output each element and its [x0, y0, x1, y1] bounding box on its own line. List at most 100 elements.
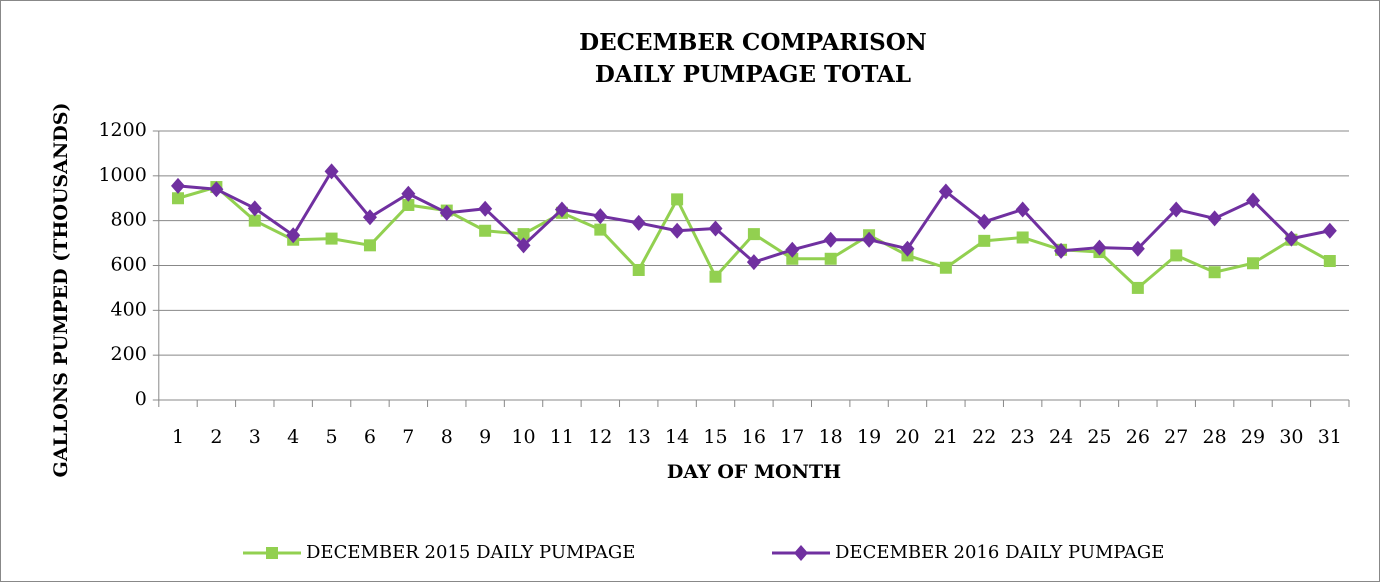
- marker: [938, 183, 953, 200]
- marker: [862, 231, 877, 248]
- x-tick-label: 21: [934, 426, 958, 448]
- marker: [517, 228, 530, 241]
- marker: [286, 227, 301, 244]
- marker: [247, 200, 262, 217]
- marker: [1130, 240, 1145, 257]
- chart-subtitle: DAILY PUMPAGE TOTAL: [595, 61, 911, 88]
- y-tick-label: 800: [111, 209, 147, 231]
- marker: [978, 234, 991, 247]
- x-tick-label: 7: [402, 426, 414, 448]
- marker: [1169, 201, 1184, 218]
- marker: [516, 237, 531, 254]
- x-tick-label: 16: [742, 426, 766, 448]
- marker: [824, 252, 837, 265]
- x-tick-label: 5: [326, 426, 338, 448]
- marker: [1207, 210, 1222, 227]
- x-tick-label: 18: [819, 426, 843, 448]
- x-tick-label: 12: [588, 426, 612, 448]
- y-tick-label: 1000: [98, 164, 146, 186]
- x-tick-label: 4: [287, 426, 299, 448]
- x-tick-label: 28: [1203, 426, 1227, 448]
- legend-marker: [794, 545, 808, 561]
- x-tick-label: 30: [1279, 426, 1303, 448]
- legend-label: DECEMBER 2016 DAILY PUMPAGE: [835, 542, 1164, 563]
- marker: [401, 185, 416, 202]
- marker: [939, 261, 952, 274]
- marker: [632, 263, 645, 276]
- marker: [171, 192, 184, 205]
- x-tick-label: 6: [364, 426, 376, 448]
- marker: [785, 241, 800, 258]
- x-tick-label: 15: [703, 426, 727, 448]
- marker: [402, 198, 415, 211]
- legend-label: DECEMBER 2015 DAILY PUMPAGE: [306, 542, 635, 563]
- marker: [363, 239, 376, 252]
- x-tick-label: 20: [895, 426, 919, 448]
- x-tick-label: 2: [210, 426, 222, 448]
- x-tick-label: 27: [1164, 426, 1188, 448]
- marker: [248, 214, 261, 227]
- marker: [479, 224, 492, 237]
- marker: [708, 220, 723, 237]
- marker: [594, 223, 607, 236]
- x-tick-label: 8: [441, 426, 453, 448]
- x-tick-label: 3: [249, 426, 261, 448]
- x-axis-title: DAY OF MONTH: [667, 461, 841, 483]
- marker: [554, 201, 569, 218]
- legend-marker: [266, 547, 278, 559]
- marker: [1016, 231, 1029, 244]
- marker: [747, 228, 760, 241]
- x-tick-label: 14: [665, 426, 689, 448]
- marker: [362, 209, 377, 226]
- marker: [671, 193, 684, 206]
- x-tick-label: 17: [780, 426, 804, 448]
- marker: [670, 222, 685, 239]
- x-tick-label: 23: [1011, 426, 1035, 448]
- x-tick-label: 1: [172, 426, 184, 448]
- marker: [593, 208, 608, 225]
- marker: [709, 270, 722, 283]
- x-tick-label: 26: [1126, 426, 1150, 448]
- x-tick-label: 25: [1087, 426, 1111, 448]
- x-tick-label: 9: [479, 426, 491, 448]
- marker: [1092, 239, 1107, 256]
- marker: [1208, 266, 1221, 279]
- y-tick-label: 600: [111, 254, 147, 276]
- y-tick-label: 0: [135, 388, 147, 410]
- marker: [823, 231, 838, 248]
- x-tick-label: 19: [857, 426, 881, 448]
- marker: [786, 252, 799, 265]
- x-tick-label: 24: [1049, 426, 1073, 448]
- marker: [631, 214, 646, 231]
- marker: [1284, 230, 1299, 247]
- y-tick-label: 200: [111, 343, 147, 365]
- marker: [1247, 257, 1260, 270]
- marker: [746, 254, 761, 271]
- x-tick-label: 31: [1318, 426, 1342, 448]
- marker: [170, 177, 185, 194]
- marker: [1015, 201, 1030, 218]
- y-tick-label: 1200: [98, 119, 146, 141]
- x-tick-label: 22: [972, 426, 996, 448]
- marker: [1054, 242, 1069, 259]
- x-tick-label: 10: [511, 426, 535, 448]
- marker: [1323, 255, 1336, 268]
- x-tick-label: 29: [1241, 426, 1265, 448]
- marker: [1246, 192, 1261, 209]
- marker: [209, 181, 224, 198]
- marker: [324, 163, 339, 180]
- x-tick-label: 13: [627, 426, 651, 448]
- marker: [1131, 281, 1144, 294]
- chart-title: DECEMBER COMPARISON: [579, 29, 927, 56]
- marker: [325, 232, 338, 245]
- marker: [1322, 222, 1337, 239]
- y-axis-title: GALLONS PUMPED (THOUSANDS): [50, 103, 72, 478]
- marker: [977, 213, 992, 230]
- marker: [439, 204, 454, 221]
- marker: [1170, 249, 1183, 262]
- marker: [900, 240, 915, 257]
- marker: [478, 200, 493, 217]
- x-tick-label: 11: [550, 426, 574, 448]
